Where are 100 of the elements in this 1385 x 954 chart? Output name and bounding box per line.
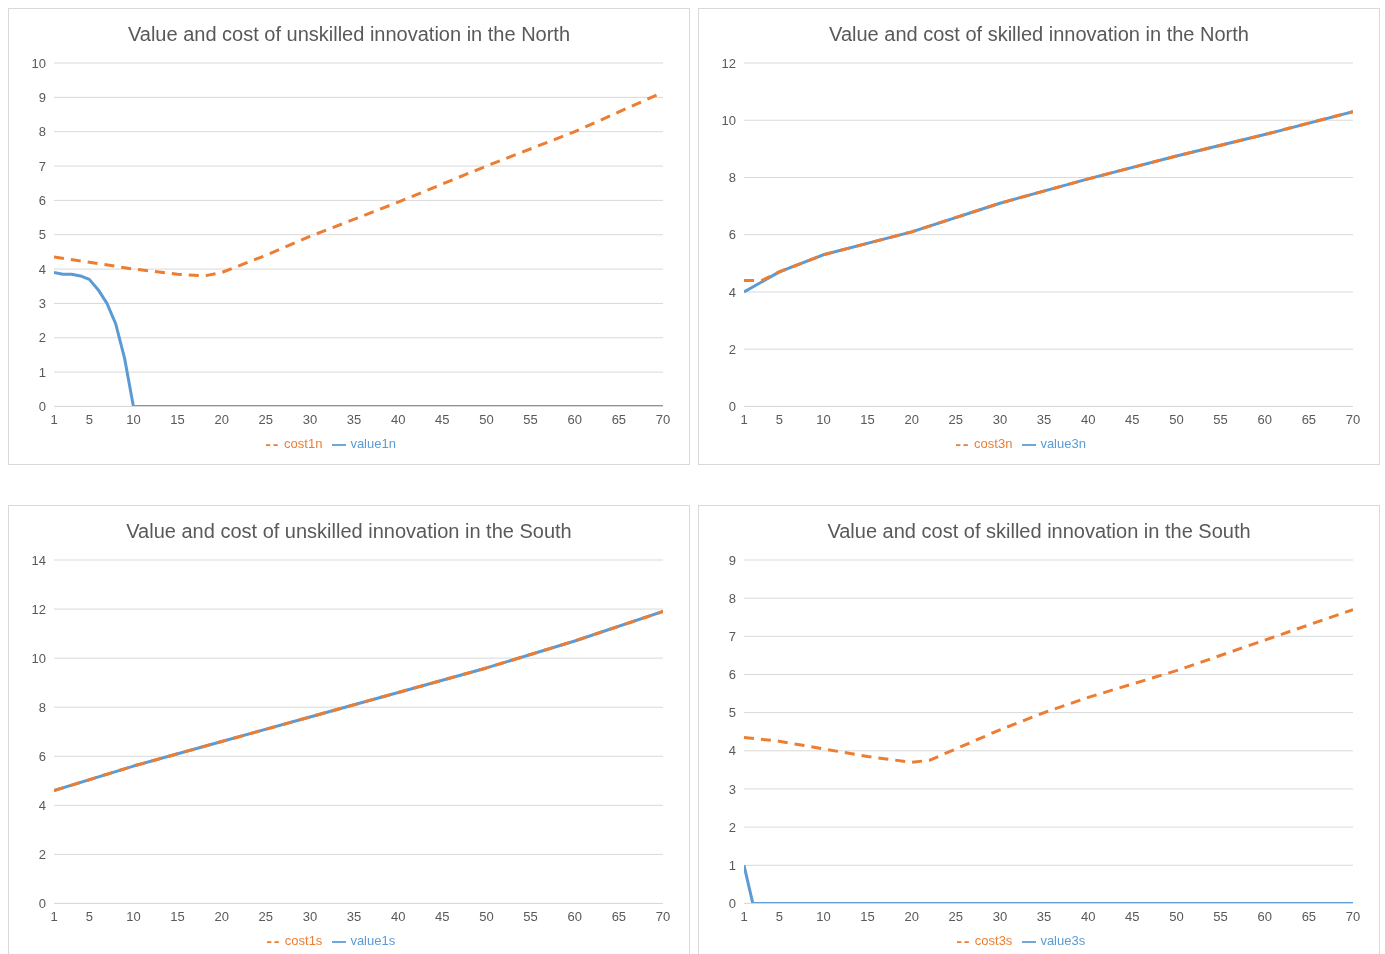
x-tick-label: 20 [214,411,229,427]
y-tick-label: 4 [38,261,46,277]
x-tick-label: 10 [816,411,831,427]
x-tick-label: 70 [655,908,671,924]
legend-label: cost3n [974,436,1013,452]
y-tick-label: 1 [728,857,736,873]
chart-title: Value and cost of unskilled innovation in the North [126,22,572,47]
x-tick-label: 20 [904,411,919,427]
y-tick-label: 8 [728,590,736,606]
y-tick-label: 9 [38,89,46,105]
x-tick-label: 40 [1080,908,1096,924]
y-tick-label: 8 [728,170,736,186]
y-tick-label: 0 [38,896,46,912]
y-tick-label: 6 [38,192,46,208]
x-tick-label: 20 [214,908,229,924]
x-tick-label: 65 [1301,411,1317,427]
y-tick-label: 4 [728,284,736,300]
x-tick-label: 5 [775,411,783,427]
x-tick-label: 60 [1257,908,1272,924]
x-tick-label: 10 [816,908,831,924]
legend-label: cost1n [284,436,323,452]
y-tick-label: 7 [38,158,46,174]
y-tick-label: 0 [728,399,736,415]
y-tick-label: 4 [728,743,736,759]
x-tick-label: 35 [1036,908,1052,924]
y-tick-label: 2 [728,341,736,357]
x-tick-label: 5 [85,411,93,427]
y-tick-label: 3 [728,781,736,797]
x-tick-label: 45 [1125,411,1140,427]
x-tick-label: 35 [1036,411,1052,427]
x-tick-label: 1 [50,908,58,924]
y-tick-label: 6 [728,667,736,683]
x-tick-label: 1 [740,411,748,427]
y-tick-label: 1 [38,364,46,380]
x-tick-label: 55 [1213,411,1228,427]
y-tick-label: 8 [38,124,46,140]
y-tick-label: 5 [38,227,46,243]
x-tick-label: 10 [126,908,141,924]
y-tick-label: 12 [721,55,736,71]
y-tick-label: 7 [728,628,736,644]
legend-label: value1n [350,436,396,452]
y-tick-label: 3 [38,296,46,312]
x-tick-label: 55 [523,908,538,924]
x-tick-label: 30 [302,908,318,924]
x-tick-label: 15 [860,411,875,427]
x-tick-label: 30 [302,411,318,427]
y-tick-label: 9 [728,552,736,568]
y-tick-label: 10 [31,650,46,666]
legend-label: cost3s [974,933,1013,949]
x-tick-label: 5 [85,908,93,924]
x-tick-label: 50 [479,908,494,924]
x-tick-label: 30 [992,411,1008,427]
x-tick-label: 1 [50,411,58,427]
y-tick-label: 14 [31,552,46,568]
x-tick-label: 1 [740,908,748,924]
x-tick-label: 25 [948,908,964,924]
y-tick-label: 0 [38,399,46,415]
y-tick-label: 6 [728,227,736,243]
x-tick-label: 55 [1213,908,1228,924]
y-tick-label: 2 [38,846,46,862]
x-tick-label: 25 [258,908,274,924]
x-tick-label: 70 [655,411,671,427]
chart-title: Value and cost of skilled innovation in the North [828,22,1250,47]
x-tick-label: 10 [126,411,141,427]
x-tick-label: 15 [860,908,875,924]
x-tick-label: 65 [1301,908,1317,924]
y-tick-label: 5 [728,705,736,721]
x-tick-label: 70 [1345,411,1361,427]
x-tick-label: 40 [1080,411,1096,427]
legend-label: value3n [1040,436,1086,452]
y-tick-label: 10 [721,112,736,128]
x-tick-label: 15 [170,411,185,427]
y-tick-label: 6 [38,748,46,764]
x-tick-label: 25 [258,411,274,427]
y-tick-label: 2 [728,819,736,835]
x-tick-label: 45 [435,411,450,427]
x-tick-label: 40 [390,411,406,427]
x-tick-label: 50 [1169,908,1184,924]
x-tick-label: 5 [775,908,783,924]
y-tick-label: 4 [38,797,46,813]
y-tick-label: 12 [31,601,46,617]
y-tick-label: 8 [38,699,46,715]
legend-label: value1s [350,933,396,949]
x-tick-label: 60 [1257,411,1272,427]
y-tick-label: 10 [31,55,46,71]
legend-label: cost1s [284,933,323,949]
x-tick-label: 55 [523,411,538,427]
chart-title: Value and cost of unskilled innovation in the South [125,519,573,544]
x-tick-label: 50 [479,411,494,427]
x-tick-label: 45 [435,908,450,924]
chart-title: Value and cost of skilled innovation in the South [826,519,1252,544]
y-tick-label: 0 [728,896,736,912]
x-tick-label: 45 [1125,908,1140,924]
x-tick-label: 50 [1169,411,1184,427]
x-tick-label: 60 [567,908,582,924]
x-tick-label: 65 [611,411,627,427]
x-tick-label: 35 [346,908,362,924]
x-tick-label: 15 [170,908,185,924]
x-tick-label: 35 [346,411,362,427]
x-tick-label: 40 [390,908,406,924]
